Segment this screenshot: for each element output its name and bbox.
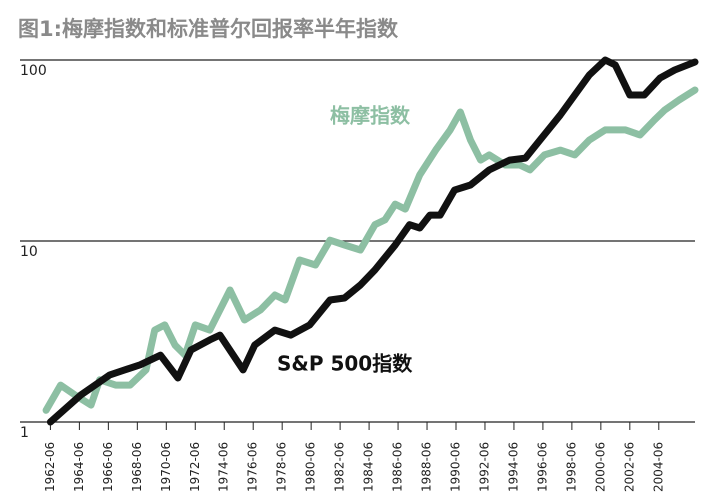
- x-tick-label: 1980-06: [304, 442, 318, 492]
- x-tick-label: 1992-06: [477, 442, 491, 492]
- x-tick-label: 1962-06: [43, 442, 57, 492]
- x-tick-label: 1994-06: [506, 442, 520, 492]
- x-tick-label: 1974-06: [217, 442, 231, 492]
- x-tick-label: 1968-06: [130, 442, 144, 492]
- x-tick-label: 1990-06: [448, 442, 462, 492]
- x-tick-label: 1984-06: [362, 442, 376, 492]
- x-tick-label: 1970-06: [159, 442, 173, 492]
- y-tick-label: 1: [20, 425, 29, 441]
- series-label: S&P 500指数: [277, 352, 413, 376]
- x-tick-label: 1978-06: [275, 442, 289, 492]
- x-tick-label: 1964-06: [72, 442, 86, 492]
- x-tick-label: 2000-06: [593, 442, 607, 492]
- x-tick-label: 1988-06: [420, 442, 434, 492]
- x-tick-label: 1972-06: [188, 442, 202, 492]
- x-tick-label: 1996-06: [535, 442, 549, 492]
- series-label: 梅摩指数: [330, 104, 411, 128]
- x-tick-label: 1966-06: [101, 442, 115, 492]
- y-tick-label: 100: [20, 63, 47, 79]
- x-tick-label: 2004-06: [651, 442, 665, 492]
- x-tick-label: 1998-06: [564, 442, 578, 492]
- x-tick-label: 1982-06: [333, 442, 347, 492]
- series-line: [42, 86, 699, 414]
- x-tick-label: 2002-06: [622, 442, 636, 492]
- series-line: [46, 56, 699, 426]
- x-tick-label: 1986-06: [391, 442, 405, 492]
- chart-title: 图1:梅摩指数和标准普尔回报率半年指数: [18, 17, 399, 41]
- x-tick-label: 1976-06: [246, 442, 260, 492]
- y-tick-label: 10: [20, 244, 38, 260]
